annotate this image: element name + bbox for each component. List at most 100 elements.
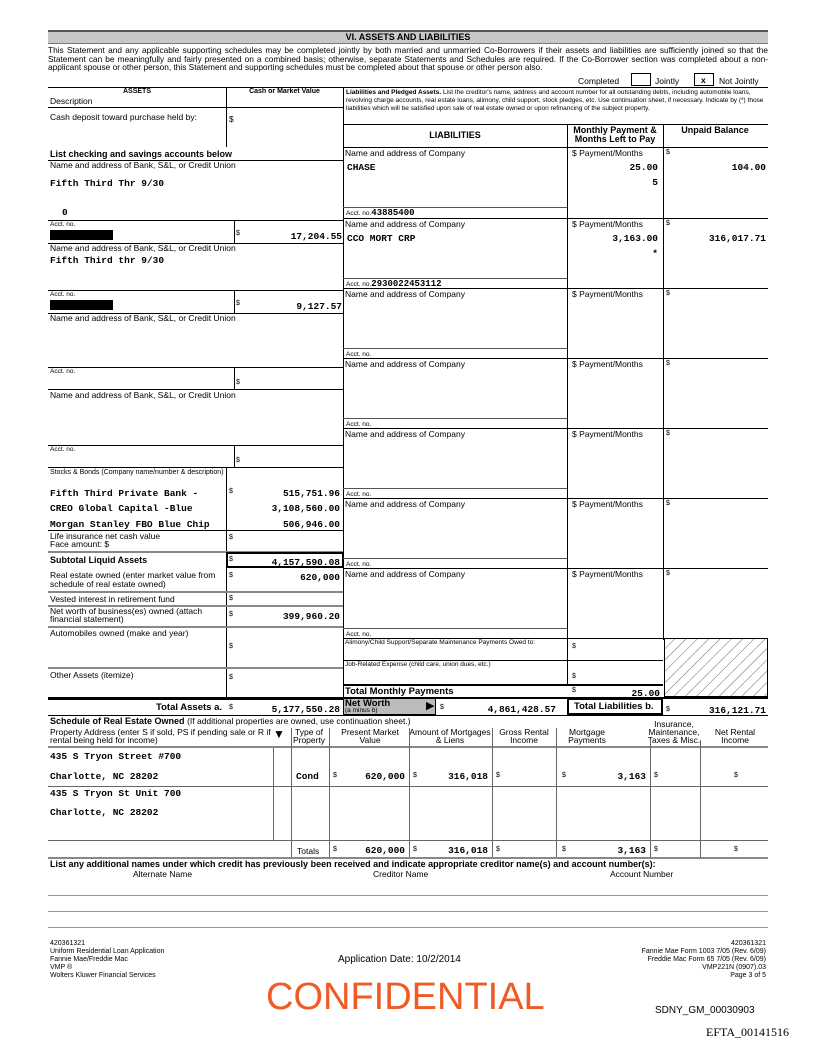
net-worth-cell	[343, 698, 436, 715]
dollar-sign: $	[666, 570, 670, 577]
instructions-bold: Liabilities and Pledged Assets.	[346, 89, 442, 96]
acct-label: Acct. no.	[346, 490, 371, 499]
confidential-stamp: CONFIDENTIAL	[266, 976, 545, 1018]
dollar-sign: $	[572, 643, 576, 650]
stock-value: 515,751.96	[282, 488, 340, 499]
dollar-sign: $	[229, 572, 233, 579]
vested-label: Vested interest in retirement fund	[50, 594, 175, 604]
dollar-sign: $	[496, 846, 500, 853]
not-jointly-checkbox[interactable]: x	[694, 73, 714, 86]
acct-label-text: Acct. no.	[346, 491, 372, 498]
additional-names-title: List any additional names under which cr…	[50, 859, 656, 869]
footer-line: 420361321	[730, 940, 766, 947]
triangle-down-icon: ▼	[273, 727, 285, 741]
redacted-acct	[50, 230, 113, 240]
footer-line: Page 3 of 5	[730, 972, 766, 979]
business-value: 399,960.20	[282, 611, 340, 622]
liabilities-instructions: Liabilities and Pledged Assets. List the…	[346, 89, 766, 113]
assets-header: ASSETS	[122, 88, 151, 95]
company-label: Name and address of Company	[345, 429, 466, 439]
net-worth-label: Net Worth	[345, 698, 391, 709]
totals-mortgage: 316,018	[448, 845, 488, 856]
liabilities-header: LIABILITIES	[429, 130, 481, 140]
property-address-line1: 435 S Tryon St Unit 700	[50, 788, 182, 799]
jointly-label: Jointly	[655, 76, 680, 86]
bank-name: Fifth Third Thr 9/30	[50, 178, 165, 189]
acct-label: Acct. no.	[346, 560, 371, 569]
acct-label-text: Acct. no.	[346, 281, 372, 288]
dollar-sign: $	[572, 687, 576, 694]
bank-label: Name and address of Bank, S&L, or Credit…	[50, 160, 236, 170]
not-jointly-label: Not Jointly	[719, 76, 759, 86]
dollar-sign: $	[333, 846, 337, 853]
dollar-sign: $	[666, 500, 670, 507]
total-liabilities-label-box	[567, 698, 663, 715]
jointly-checkbox[interactable]	[631, 73, 651, 86]
bank-extra: 0	[62, 207, 68, 218]
stock-name: Fifth Third Private Bank -	[50, 488, 199, 499]
dollar-sign: $	[229, 488, 233, 495]
creditor-name-header: Creditor Name	[373, 869, 429, 879]
bank-value: 17,204.55	[290, 231, 342, 242]
alternate-name-header: Alternate Name	[133, 869, 193, 879]
dollar-sign: $	[666, 360, 670, 367]
payment-months-label: $ Payment/Months	[572, 219, 643, 229]
footer-line: Fannie Mae/Freddie Mac	[50, 956, 128, 963]
property-address-line2: Charlotte, NC 28202	[50, 771, 159, 782]
dollar-sign: $	[236, 300, 240, 307]
application-date: Application Date: 10/2/2014	[338, 954, 461, 965]
acct-label: Acct. no.	[50, 221, 76, 228]
redacted-acct	[50, 300, 113, 310]
dollar-sign: $	[229, 534, 233, 541]
dollar-sign: $	[666, 706, 670, 713]
bank-name: Fifth Third thr 9/30	[50, 255, 165, 266]
alimony-label: Alimony/Child Support/Separate Maintenan…	[345, 639, 536, 646]
cash-deposit-dollar: $	[229, 114, 234, 124]
bank-label: Name and address of Bank, S&L, or Credit…	[50, 313, 236, 323]
dollar-sign: $	[413, 846, 417, 853]
acct-label: Acct. no.43885400	[346, 209, 415, 218]
footer-line: VMP ®	[50, 964, 73, 971]
dollar-sign: $	[666, 220, 670, 227]
footer-right: 420361321 Fannie Mae Form 1003 7/05 (Rev…	[642, 940, 766, 980]
dollar-sign: $	[229, 704, 233, 711]
dollar-sign: $	[666, 430, 670, 437]
monthly-payment-header: Monthly Payment & Months Left to Pay	[573, 125, 657, 144]
acct-label-text: Acct. no.	[346, 351, 372, 358]
description-header: Description	[50, 96, 93, 106]
job-expense-label: Job-Related Expense (child care, union d…	[345, 661, 491, 668]
arrow-right-icon: ▶	[426, 700, 435, 712]
dollar-sign: $	[666, 149, 670, 156]
col-mortgage-payments: Mortgage Payments	[568, 727, 606, 745]
total-assets-label: Total Assets a.	[156, 702, 222, 713]
dollar-sign: $	[236, 230, 240, 237]
acct-number: 43885400	[371, 208, 415, 218]
unpaid-balance-header: Unpaid Balance	[681, 125, 749, 135]
footer-line: Fannie Mae Form 1003 7/05 (Rev. 6/09)	[641, 948, 766, 955]
not-jointly-check-mark: x	[701, 75, 706, 85]
col-market-value: Present Market Value	[341, 727, 399, 745]
company-label: Name and address of Company	[345, 569, 466, 579]
unpaid-balance: 316,017.71	[708, 233, 766, 244]
totals-payments: 3,163	[617, 845, 646, 856]
real-estate-label: Real estate owned (enter market value fr…	[50, 570, 216, 589]
bank-label: Name and address of Bank, S&L, or Credit…	[50, 243, 236, 253]
dollar-sign: $	[562, 772, 566, 779]
section-title-bar	[48, 30, 768, 44]
bank-value: 9,127.57	[296, 301, 342, 312]
real-estate-title-bold: Schedule of Real Estate Owned	[50, 716, 185, 726]
acct-label: Acct. no.	[50, 291, 76, 298]
dollar-sign: $	[236, 379, 240, 386]
property-market-value: 620,000	[365, 771, 405, 782]
acct-label-text: Acct. no.	[346, 631, 372, 638]
dollar-sign: $	[229, 674, 233, 681]
totals-market-value: 620,000	[365, 845, 405, 856]
account-number-header: Account Number	[610, 869, 674, 879]
payment-amount: 3,163.00	[612, 233, 658, 244]
acct-label-text: Acct. no.	[346, 561, 372, 568]
autos-label: Automobiles owned (make and year)	[50, 628, 189, 638]
col-property-address: Property Address (enter S if sold, PS if…	[50, 727, 271, 745]
acct-label: Acct. no.	[346, 350, 371, 359]
footer-line: VMP221N (0907).03	[702, 964, 766, 971]
acct-label: Acct. no.	[50, 446, 76, 453]
